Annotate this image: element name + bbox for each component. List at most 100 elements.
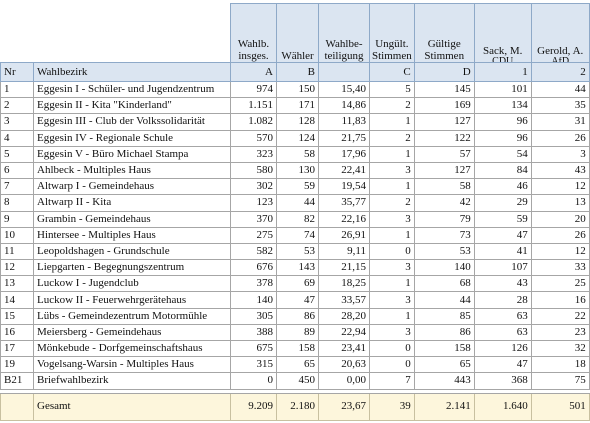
value-cell: 127 (413, 113, 475, 131)
value-cell: 315 (230, 356, 277, 374)
column-label: D (413, 62, 475, 82)
value-cell: 171 (276, 97, 319, 115)
header-text: Sack, M. (483, 45, 523, 57)
value-cell: 28 (473, 291, 532, 309)
value-cell: 41 (473, 242, 532, 261)
value-cell: 124 (276, 129, 319, 147)
blank-cell (0, 392, 34, 421)
value-cell: 1 (369, 145, 415, 163)
value-cell: 1 (369, 226, 415, 244)
value-cell: 582 (230, 242, 277, 261)
value-cell: 3 (0, 113, 34, 131)
value-cell: 65 (276, 356, 319, 374)
value-cell: 1 (369, 178, 415, 196)
label-row: Nr Wahlbezirk A B C D 1 2 (0, 62, 590, 82)
header-text: Gültige Stimmen (424, 38, 465, 62)
total-value: 9.209 (230, 392, 277, 421)
district-cell: Eggesin III - Club der Volkssolidarität (33, 113, 231, 131)
value-cell: 126 (473, 339, 532, 358)
value-cell: 378 (230, 275, 277, 293)
value-cell: 12 (0, 259, 34, 277)
data-row: 2 Eggesin II - Kita "Kinderland" 1.151 171 1… (0, 97, 590, 115)
value-cell: 443 (413, 372, 475, 390)
value-cell: 0 (369, 339, 415, 358)
value-cell: 15 (0, 307, 34, 325)
value-cell: 46 (473, 178, 532, 196)
value-cell: 96 (473, 113, 532, 131)
value-cell: 35,77 (318, 194, 370, 212)
value-cell: 58 (413, 178, 475, 196)
value-cell: 14 (0, 291, 34, 309)
value-cell: 35 (530, 97, 590, 115)
value-cell: 89 (276, 323, 319, 342)
column-header: Wahlbe-teiligung (318, 3, 370, 63)
data-row: 9 Grambin - Gemeindehaus 370 82 22,16 3 79 59 20 (0, 210, 590, 228)
column-header: Gültige Stimmen (413, 3, 475, 63)
value-cell: 63 (473, 307, 532, 325)
column-label: 1 (473, 62, 532, 82)
value-cell: 17 (0, 339, 34, 358)
column-label: Nr (0, 62, 34, 82)
value-cell: 53 (276, 242, 319, 261)
data-row: 17 Mönkebude - Dorfgemeinschaftshaus 675 15… (0, 339, 590, 358)
value-cell: 28,20 (318, 307, 370, 325)
district-cell: Hintersee - Multiples Haus (33, 226, 231, 244)
value-cell: 22,41 (318, 161, 370, 180)
value-cell: 26 (530, 226, 590, 244)
value-cell: 370 (230, 210, 277, 228)
data-row: 10 Hintersee - Multiples Haus 275 74 26,91 1 7… (0, 226, 590, 244)
value-cell: 43 (473, 275, 532, 293)
value-cell: B21 (0, 372, 34, 390)
value-cell: 17,96 (318, 145, 370, 163)
value-cell: 3 (369, 259, 415, 277)
value-cell: 73 (413, 226, 475, 244)
value-cell: 0 (369, 356, 415, 374)
value-cell: 44 (276, 194, 319, 212)
value-cell: 33 (530, 259, 590, 277)
district-cell: Briefwahlbezirk (33, 372, 231, 390)
column-header: Sack, M.CDU (473, 3, 532, 63)
data-row: 16 Meiersberg - Gemeindehaus 388 89 22,94 3 86… (0, 323, 590, 342)
value-cell: 323 (230, 145, 277, 163)
value-cell: 21,75 (318, 129, 370, 147)
value-cell: 10 (0, 226, 34, 244)
value-cell: 3 (369, 161, 415, 180)
value-cell: 140 (413, 259, 475, 277)
value-cell: 85 (413, 307, 475, 325)
results-table: Wahlb. insges. Wähler Wahlbe-teiligung Ungü… (0, 3, 590, 421)
header-note: CDU (477, 57, 529, 62)
value-cell: 16 (0, 323, 34, 342)
value-cell: 20 (530, 210, 590, 228)
value-cell: 47 (473, 226, 532, 244)
value-cell: 127 (413, 161, 475, 180)
value-cell: 59 (473, 210, 532, 228)
column-label (318, 62, 370, 82)
value-cell: 11,83 (318, 113, 370, 131)
value-cell: 68 (413, 275, 475, 293)
value-cell: 53 (413, 242, 475, 261)
total-value: 501 (530, 392, 590, 421)
value-cell: 26 (530, 129, 590, 147)
column-label: B (276, 62, 319, 82)
value-cell: 570 (230, 129, 277, 147)
value-cell: 86 (413, 323, 475, 342)
value-cell: 13 (0, 275, 34, 293)
header-text: Wähler (281, 50, 314, 62)
value-cell: 158 (276, 339, 319, 358)
value-cell: 2 (369, 129, 415, 147)
value-cell: 6 (0, 161, 34, 180)
value-cell: 65 (413, 356, 475, 374)
value-cell: 9,11 (318, 242, 370, 261)
value-cell: 368 (473, 372, 532, 390)
district-cell: Vogelsang-Warsin - Multiples Haus (33, 356, 231, 374)
column-label: 2 (530, 62, 590, 82)
value-cell: 21,15 (318, 259, 370, 277)
value-cell: 0 (369, 242, 415, 261)
header-row: Wahlb. insges. Wähler Wahlbe-teiligung Ungü… (0, 3, 590, 63)
value-cell: 22,94 (318, 323, 370, 342)
value-cell: 134 (473, 97, 532, 115)
district-cell: Lübs - Gemeindezentrum Motormühle (33, 307, 231, 325)
data-row: 7 Altwarp I - Gemeindehaus 302 59 19,54 1 58 46… (0, 178, 590, 196)
value-cell: 75 (530, 372, 590, 390)
